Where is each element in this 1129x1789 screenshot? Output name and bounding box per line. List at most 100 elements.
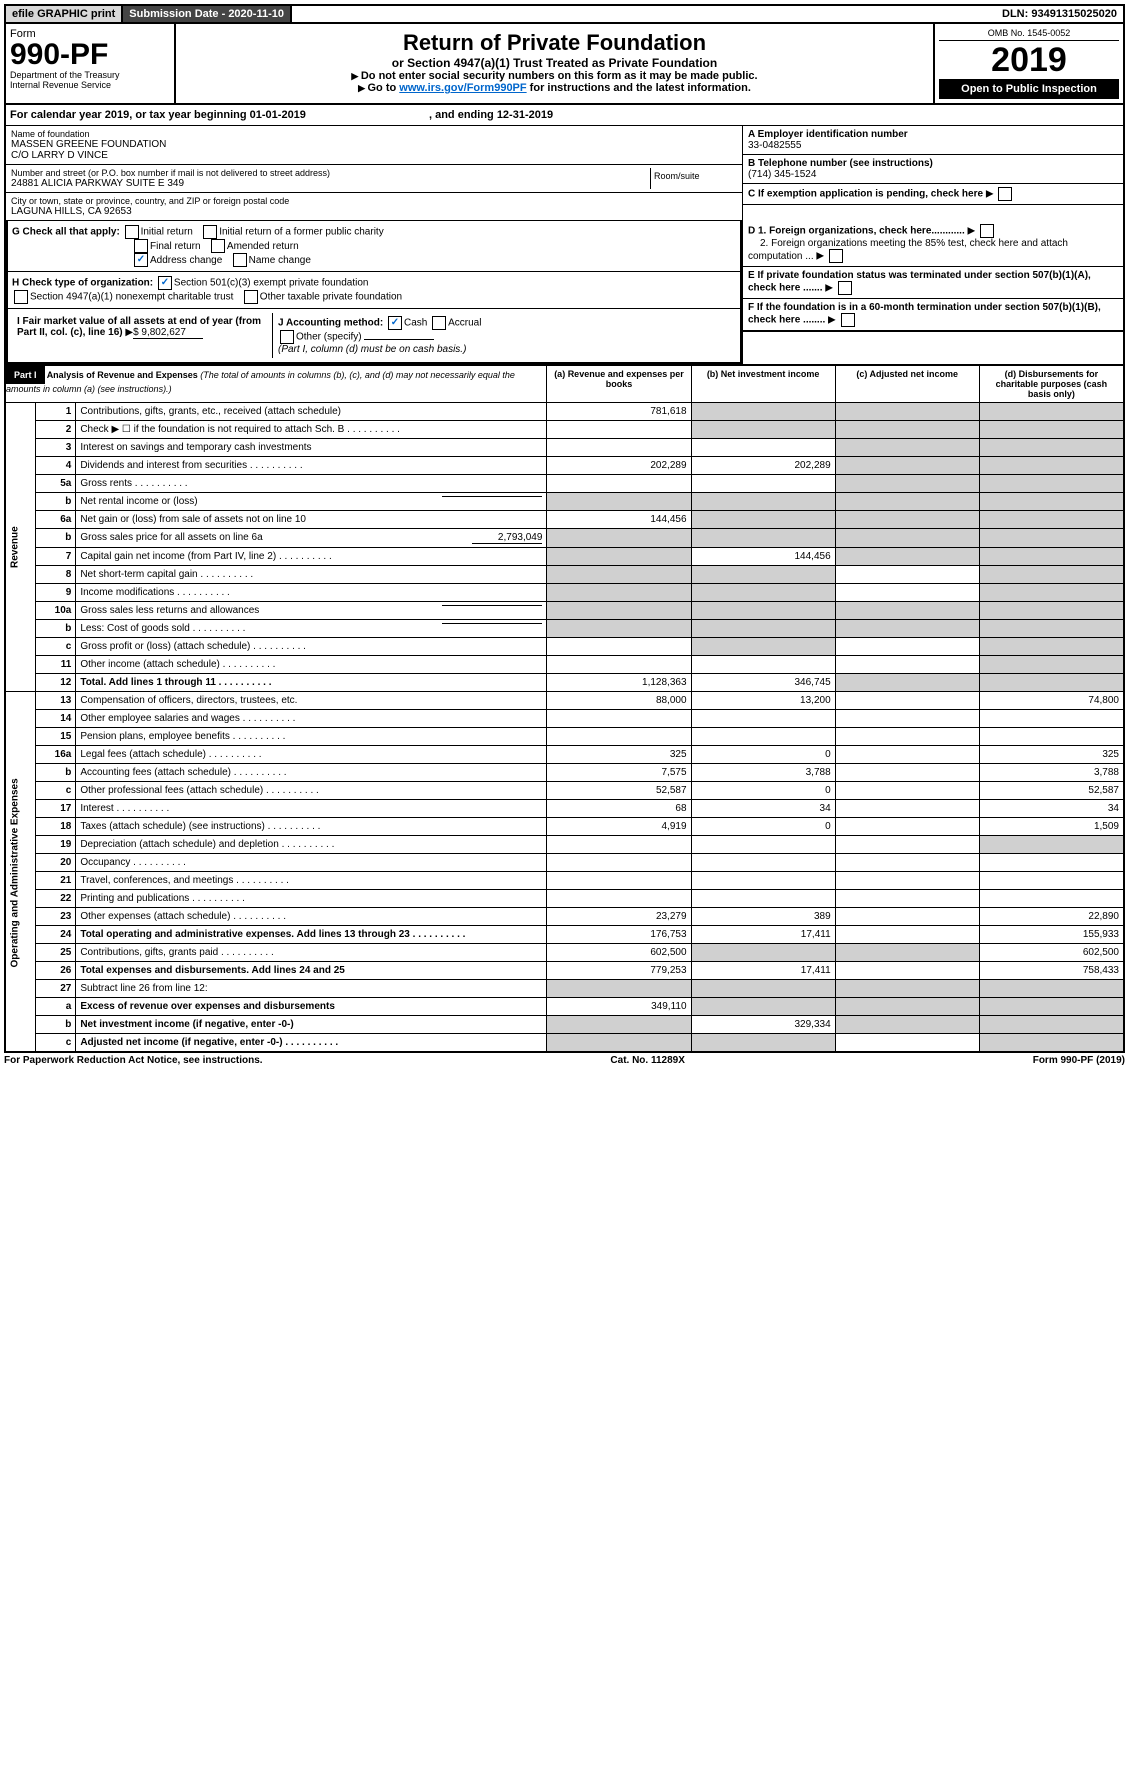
- value-cell: [979, 728, 1124, 746]
- other-method-check[interactable]: [280, 330, 294, 344]
- value-cell: [835, 998, 979, 1016]
- initial-return-check[interactable]: [125, 225, 139, 239]
- table-row: 20Occupancy: [5, 854, 1124, 872]
- initial-former-check[interactable]: [203, 225, 217, 239]
- value-cell: 0: [691, 746, 835, 764]
- value-cell: [835, 548, 979, 566]
- line-number: 20: [36, 854, 76, 872]
- final-return-check[interactable]: [134, 239, 148, 253]
- value-cell: [979, 403, 1124, 421]
- value-cell: [835, 403, 979, 421]
- line-description: Interest: [76, 800, 547, 818]
- table-row: 5aGross rents: [5, 475, 1124, 493]
- irs-link[interactable]: www.irs.gov/Form990PF: [399, 82, 526, 94]
- footer-right: Form 990-PF (2019): [1033, 1055, 1125, 1066]
- other-taxable-check[interactable]: [244, 290, 258, 304]
- value-cell: 779,253: [547, 962, 691, 980]
- value-cell: [691, 656, 835, 674]
- line-number: 22: [36, 890, 76, 908]
- form-number: 990-PF: [10, 40, 170, 70]
- line-description: Adjusted net income (if negative, enter …: [76, 1034, 547, 1053]
- value-cell: [835, 602, 979, 620]
- line-description: Contributions, gifts, grants, etc., rece…: [76, 403, 547, 421]
- line-description: Less: Cost of goods sold: [76, 620, 547, 638]
- value-cell: [691, 475, 835, 493]
- address-change-check[interactable]: [134, 253, 148, 267]
- table-row: 27Subtract line 26 from line 12:: [5, 980, 1124, 998]
- value-cell: [835, 511, 979, 529]
- line-description: Interest on savings and temporary cash i…: [76, 439, 547, 457]
- value-cell: [691, 620, 835, 638]
- line-number: 10a: [36, 602, 76, 620]
- value-cell: 758,433: [979, 962, 1124, 980]
- value-cell: [835, 566, 979, 584]
- line-number: 18: [36, 818, 76, 836]
- table-row: cAdjusted net income (if negative, enter…: [5, 1034, 1124, 1053]
- form-title: Return of Private Foundation: [182, 30, 927, 56]
- line-number: b: [36, 764, 76, 782]
- line-description: Compensation of officers, directors, tru…: [76, 692, 547, 710]
- line-number: b: [36, 620, 76, 638]
- table-row: 2Check ▶ ☐ if the foundation is not requ…: [5, 421, 1124, 439]
- accrual-check[interactable]: [432, 316, 446, 330]
- col-b-header: (b) Net investment income: [691, 365, 835, 403]
- value-cell: 34: [691, 800, 835, 818]
- table-row: 10aGross sales less returns and allowanc…: [5, 602, 1124, 620]
- d1-checkbox[interactable]: [980, 224, 994, 238]
- value-cell: [835, 1034, 979, 1053]
- cash-check[interactable]: [388, 316, 402, 330]
- value-cell: 144,456: [691, 548, 835, 566]
- value-cell: [835, 475, 979, 493]
- value-cell: [691, 529, 835, 548]
- line-description: Contributions, gifts, grants paid: [76, 944, 547, 962]
- value-cell: 349,110: [547, 998, 691, 1016]
- irs: Internal Revenue Service: [10, 80, 170, 90]
- value-cell: [979, 710, 1124, 728]
- line-number: 27: [36, 980, 76, 998]
- header-block: Form 990-PF Department of the Treasury I…: [4, 24, 1125, 105]
- amended-check[interactable]: [211, 239, 225, 253]
- value-cell: [979, 493, 1124, 511]
- value-cell: [979, 566, 1124, 584]
- table-row: 26Total expenses and disbursements. Add …: [5, 962, 1124, 980]
- 4947-check[interactable]: [14, 290, 28, 304]
- line-description: Gross rents: [76, 475, 547, 493]
- table-row: bLess: Cost of goods sold: [5, 620, 1124, 638]
- c-checkbox[interactable]: [998, 187, 1012, 201]
- col-d-header: (d) Disbursements for charitable purpose…: [979, 365, 1124, 403]
- efile-label: efile GRAPHIC print: [6, 6, 123, 22]
- name-change-check[interactable]: [233, 253, 247, 267]
- value-cell: 88,000: [547, 692, 691, 710]
- value-cell: [835, 962, 979, 980]
- line-description: Net investment income (if negative, ente…: [76, 1016, 547, 1034]
- value-cell: [835, 1016, 979, 1034]
- line-description: Other professional fees (attach schedule…: [76, 782, 547, 800]
- value-cell: [547, 872, 691, 890]
- value-cell: [835, 890, 979, 908]
- f-checkbox[interactable]: [841, 313, 855, 327]
- d2-checkbox[interactable]: [829, 249, 843, 263]
- col-a-header: (a) Revenue and expenses per books: [547, 365, 691, 403]
- table-row: 17Interest683434: [5, 800, 1124, 818]
- value-cell: [979, 421, 1124, 439]
- table-row: 8Net short-term capital gain: [5, 566, 1124, 584]
- line-number: c: [36, 638, 76, 656]
- value-cell: [979, 457, 1124, 475]
- line-number: b: [36, 1016, 76, 1034]
- value-cell: [547, 890, 691, 908]
- line-number: 25: [36, 944, 76, 962]
- e-checkbox[interactable]: [838, 281, 852, 295]
- value-cell: [691, 728, 835, 746]
- line-description: Printing and publications: [76, 890, 547, 908]
- value-cell: 602,500: [547, 944, 691, 962]
- line-number: 24: [36, 926, 76, 944]
- line-number: b: [36, 529, 76, 548]
- table-row: cGross profit or (loss) (attach schedule…: [5, 638, 1124, 656]
- value-cell: 3,788: [691, 764, 835, 782]
- footer-mid: Cat. No. 11289X: [610, 1055, 684, 1066]
- part1-title: Analysis of Revenue and Expenses: [47, 370, 198, 380]
- table-row: bNet investment income (if negative, ent…: [5, 1016, 1124, 1034]
- 501c3-check[interactable]: [158, 276, 172, 290]
- value-cell: [691, 493, 835, 511]
- line-number: a: [36, 998, 76, 1016]
